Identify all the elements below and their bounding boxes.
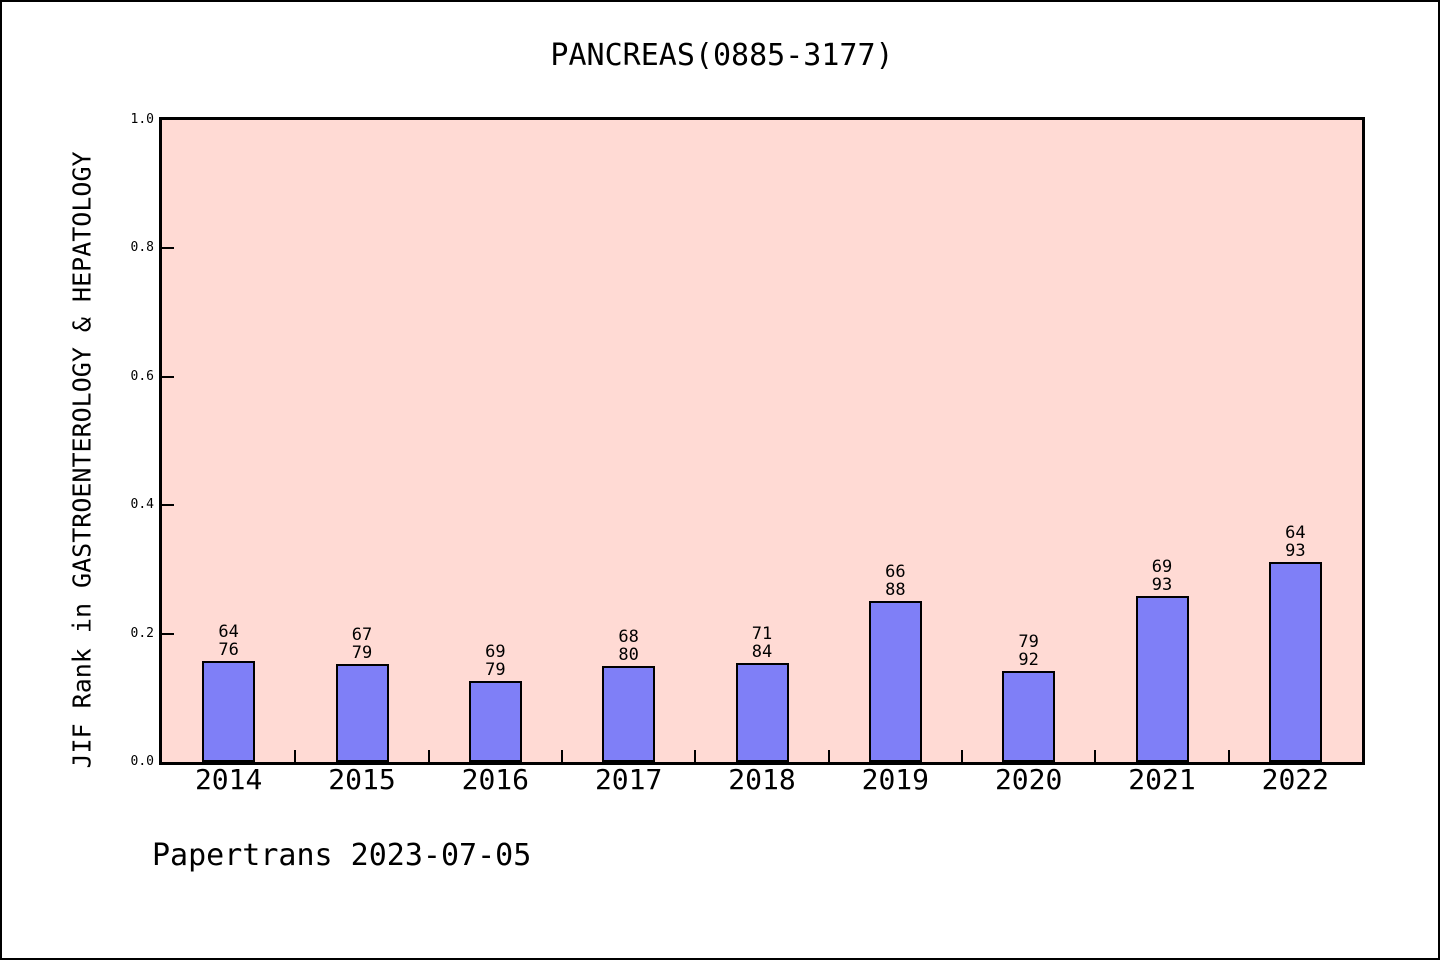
bar-value-label-2015: 67 79 bbox=[322, 626, 402, 662]
bar-2021 bbox=[1135, 596, 1189, 762]
bar-value-numerator: 69 bbox=[485, 642, 506, 662]
bar-value-label-2020: 79 92 bbox=[989, 633, 1069, 669]
bar-value-denominator: 84 bbox=[751, 642, 773, 662]
bar-value-label-2019: 66 88 bbox=[855, 563, 935, 599]
bar-value-label-2017: 68 80 bbox=[589, 628, 669, 664]
x-axis-tick-label-2017: 2017 bbox=[594, 763, 663, 796]
bar-value-numerator: 67 bbox=[351, 625, 373, 645]
x-axis-tick-label-2021: 2021 bbox=[1128, 763, 1196, 796]
bar-2015 bbox=[335, 664, 389, 762]
bar-value-label-2022: 64 93 bbox=[1255, 524, 1335, 560]
bar-value-numerator: 66 bbox=[885, 562, 906, 582]
x-axis-tick-mark bbox=[1227, 750, 1230, 762]
bar-2017 bbox=[602, 666, 656, 762]
bar-2019 bbox=[868, 601, 922, 762]
y-axis-tick-label: 0.6 bbox=[130, 368, 154, 384]
y-axis-tick-label: 0.2 bbox=[130, 625, 154, 641]
bar-value-numerator: 79 bbox=[1018, 632, 1039, 652]
x-axis-tick-mark bbox=[427, 750, 430, 762]
x-axis-tick-label-2022: 2022 bbox=[1261, 763, 1330, 796]
y-axis-tick-mark bbox=[162, 247, 174, 250]
bar-value-denominator: 93 bbox=[1151, 575, 1173, 595]
x-axis-tick-mark bbox=[561, 750, 563, 762]
y-axis-tick-label: 0.4 bbox=[130, 497, 154, 513]
y-axis-tick-label: 0.0 bbox=[130, 754, 154, 769]
x-axis-tick-mark bbox=[294, 750, 297, 762]
watermark-text: Papertrans 2023-07-05 bbox=[152, 838, 532, 873]
bar-value-denominator: 92 bbox=[1018, 650, 1039, 670]
x-axis-tick-label-2020: 2020 bbox=[994, 763, 1063, 796]
x-axis-tick-label-2016: 2016 bbox=[461, 763, 530, 796]
bar-2014 bbox=[202, 661, 256, 762]
bar-value-denominator: 79 bbox=[351, 643, 373, 663]
y-axis-tick-mark bbox=[162, 632, 174, 635]
bar-value-numerator: 69 bbox=[1151, 557, 1173, 577]
x-axis-tick-mark bbox=[694, 750, 697, 762]
bar-value-numerator: 68 bbox=[618, 627, 639, 647]
y-axis-tick-mark bbox=[162, 504, 174, 507]
x-axis-tick-label-2019: 2019 bbox=[861, 763, 930, 796]
plot-area: 64 76 67 79 69 79 68 80 71 84 66 88 79 92 69 93 64 93 bbox=[159, 117, 1365, 765]
bar-2018 bbox=[735, 663, 789, 762]
bar-value-denominator: 93 bbox=[1285, 541, 1306, 561]
chart-title: PANCREAS(0885-3177) bbox=[550, 38, 894, 73]
bar-value-denominator: 76 bbox=[218, 640, 239, 660]
bar-value-label-2018: 71 84 bbox=[722, 625, 802, 661]
bar-value-denominator: 80 bbox=[618, 645, 639, 665]
y-axis-tick-label: 1.0 bbox=[130, 112, 154, 127]
x-axis-tick-mark bbox=[827, 750, 830, 762]
bar-value-label-2016: 69 79 bbox=[455, 643, 535, 679]
bar-value-label-2021: 69 93 bbox=[1122, 558, 1202, 594]
bar-2016 bbox=[468, 681, 522, 762]
x-axis-tick-mark bbox=[961, 750, 963, 762]
y-axis-tick-label: 0.8 bbox=[130, 240, 154, 256]
y-axis-tick-mark bbox=[162, 375, 174, 378]
bar-value-numerator: 71 bbox=[751, 624, 773, 644]
bar-value-numerator: 64 bbox=[1285, 523, 1306, 543]
x-axis-tick-label-2015: 2015 bbox=[328, 763, 396, 796]
bar-2022 bbox=[1268, 562, 1322, 762]
x-axis-tick-mark bbox=[1094, 750, 1097, 762]
bar-value-label-2014: 64 76 bbox=[189, 623, 269, 659]
bar-value-denominator: 79 bbox=[485, 660, 506, 680]
x-axis-tick-label-2018: 2018 bbox=[728, 763, 796, 796]
bar-2020 bbox=[1002, 671, 1056, 762]
y-axis-label: JIF Rank in GASTROENTEROLOGY & HEPATOLOG… bbox=[67, 151, 97, 769]
bar-value-numerator: 64 bbox=[218, 622, 239, 642]
bar-value-denominator: 88 bbox=[885, 580, 906, 600]
x-axis-tick-label-2014: 2014 bbox=[194, 763, 263, 796]
